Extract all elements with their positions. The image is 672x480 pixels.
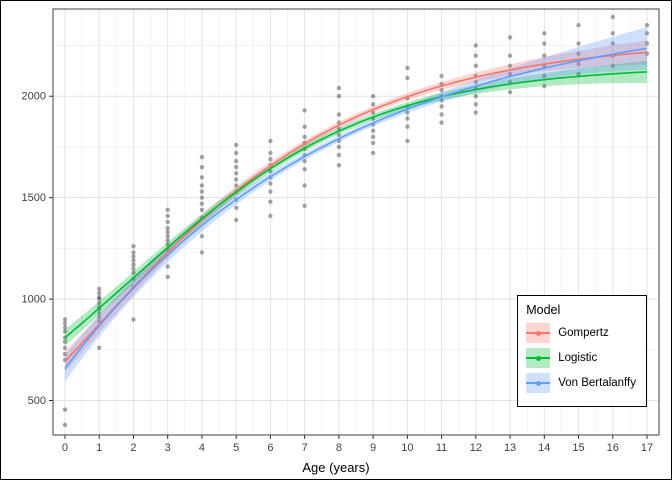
- legend-key-point: [535, 380, 541, 386]
- x-tick-label: 13: [504, 442, 516, 454]
- x-axis-title: Age (years): [302, 460, 370, 475]
- legend-key-logistic: [526, 348, 551, 368]
- y-tick-label: 1500: [22, 192, 46, 204]
- legend-entries: Gompertz Logistic Von Bertalanffy: [526, 323, 636, 393]
- x-axis: 0 1 2 3 4 5 6 7 8 9 10 11 12 13 14 15 16 17: [62, 435, 653, 454]
- x-tick-label: 7: [302, 442, 308, 454]
- model-legend: Model Gompertz Logistic Von Bertalanffy: [517, 295, 647, 407]
- x-tick-label: 1: [96, 442, 102, 454]
- legend-entry-logistic: Logistic: [526, 348, 636, 368]
- legend-key-point: [535, 355, 541, 361]
- x-tick-label: 5: [233, 442, 239, 454]
- legend-title: Model: [526, 303, 561, 317]
- legend-entry-gompertz: Gompertz: [526, 323, 636, 343]
- x-tick-label: 3: [165, 442, 171, 454]
- x-tick-label: 8: [336, 442, 342, 454]
- grid-minor: [53, 9, 659, 435]
- fit-lines: [64, 47, 648, 370]
- legend-label: Von Bertalanffy: [558, 377, 636, 389]
- legend-entry-vonbert: Von Bertalanffy: [526, 373, 636, 393]
- fit-line-logistic: [64, 71, 648, 339]
- y-tick-label: 1000: [22, 294, 46, 306]
- legend-label: Gompertz: [558, 327, 609, 339]
- x-tick-label: 17: [641, 442, 653, 454]
- y-tick-label: 500: [28, 395, 46, 407]
- x-tick-label: 2: [130, 442, 136, 454]
- y-axis: 500 1000 1500 2000: [22, 91, 53, 407]
- legend-key-point: [535, 330, 541, 336]
- confidence-ribbons: [65, 27, 647, 382]
- legend-key-gompertz: [526, 323, 551, 343]
- x-tick-label: 9: [370, 442, 376, 454]
- ribbon-vonbert: [65, 27, 647, 382]
- x-tick-label: 16: [607, 442, 619, 454]
- legend-label: Logistic: [558, 352, 598, 364]
- x-tick-label: 11: [436, 442, 447, 454]
- fit-line-gompertz: [64, 51, 648, 363]
- x-tick-label: 6: [267, 442, 273, 454]
- x-tick-label: 15: [572, 442, 584, 454]
- panel-border: [52, 8, 660, 436]
- y-tick-label: 2000: [22, 91, 46, 103]
- x-tick-label: 4: [199, 442, 205, 454]
- x-tick-label: 10: [401, 442, 413, 454]
- x-tick-label: 12: [470, 442, 482, 454]
- fit-line-vonbert: [64, 47, 648, 370]
- legend-key-vonbert: [526, 373, 551, 393]
- x-tick-label: 0: [62, 442, 68, 454]
- x-tick-label: 14: [538, 442, 550, 454]
